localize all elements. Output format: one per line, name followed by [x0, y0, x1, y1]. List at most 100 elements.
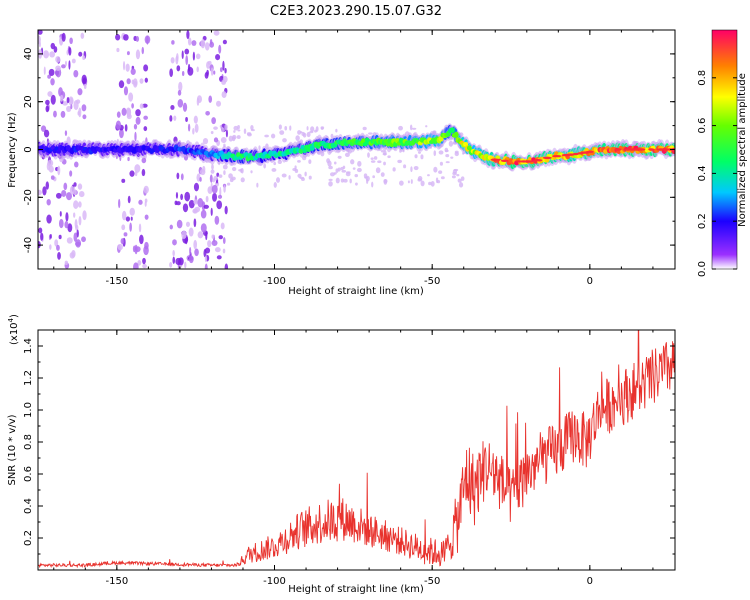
noise-speck	[60, 110, 66, 118]
noise-speck	[54, 239, 59, 247]
noise-speck	[171, 40, 175, 45]
noise-speck	[250, 124, 254, 131]
noise-speck	[73, 212, 76, 218]
noise-speck	[175, 257, 182, 266]
noise-speck	[59, 211, 62, 217]
noise-speck	[210, 131, 214, 135]
ridge-peak	[490, 158, 500, 161]
noise-speck	[182, 102, 188, 112]
noise-speck	[306, 126, 309, 131]
noise-speck	[135, 109, 141, 117]
noise-speck	[210, 207, 213, 217]
noise-speck	[55, 65, 61, 71]
noise-speck	[176, 219, 183, 229]
noise-speck	[185, 221, 190, 227]
noise-speck	[61, 190, 67, 197]
noise-speck	[430, 180, 435, 187]
noise-speck	[144, 77, 148, 83]
noise-speck	[64, 221, 69, 229]
ridge-peak	[542, 156, 552, 160]
noise-speck	[189, 247, 192, 255]
noise-speck	[82, 210, 87, 221]
noise-speck	[328, 181, 333, 187]
noise-speck	[214, 247, 221, 253]
noise-speck	[200, 209, 207, 219]
colorbar-tick-label: 0.0	[697, 261, 708, 277]
noise-speck	[452, 169, 458, 174]
noise-speck	[192, 51, 196, 61]
ridge-peak	[585, 150, 594, 154]
noise-speck	[38, 240, 41, 249]
noise-speck	[204, 42, 210, 51]
noise-speck	[246, 132, 252, 136]
noise-speck	[414, 154, 418, 159]
noise-speck	[196, 66, 199, 73]
noise-speck	[295, 135, 300, 142]
noise-speck	[197, 198, 204, 208]
noise-speck	[119, 128, 124, 139]
noise-speck	[38, 30, 43, 35]
noise-speck	[216, 172, 220, 177]
noise-speck	[58, 234, 62, 240]
noise-speck	[75, 239, 82, 248]
noise-speck	[206, 61, 210, 69]
noise-speck	[433, 150, 437, 157]
noise-speck	[43, 66, 46, 76]
x-tick-label: -150	[105, 276, 128, 287]
noise-speck	[398, 125, 403, 131]
ridge-core	[298, 148, 304, 154]
noise-speck	[410, 179, 413, 184]
noise-speck	[294, 168, 299, 173]
noise-speck	[237, 125, 240, 130]
noise-speck	[64, 260, 68, 266]
noise-speck	[210, 67, 214, 76]
noise-speck	[77, 183, 83, 190]
noise-speck	[231, 166, 237, 172]
noise-speck	[143, 126, 148, 132]
noise-speck	[56, 244, 60, 251]
noise-speck	[128, 92, 134, 102]
noise-speck	[207, 240, 212, 248]
noise-speck	[69, 37, 73, 45]
noise-speck	[40, 232, 44, 241]
noise-speck	[304, 171, 307, 177]
y-tick-label: 1.2	[23, 370, 34, 386]
noise-speck	[445, 153, 450, 158]
noise-speck	[200, 223, 207, 233]
noise-speck	[222, 248, 226, 254]
noise-speck	[131, 103, 134, 109]
noise-speck	[213, 30, 220, 36]
noise-speck	[71, 58, 76, 64]
noise-speck	[146, 35, 149, 45]
noise-speck	[340, 178, 345, 183]
noise-speck	[141, 168, 146, 177]
noise-speck	[81, 104, 87, 112]
noise-speck	[209, 41, 215, 48]
noise-speck	[126, 51, 130, 56]
noise-speck	[82, 114, 87, 120]
noise-speck	[382, 152, 387, 156]
noise-speck	[264, 134, 269, 138]
noise-speck	[66, 49, 69, 56]
y-tick-label: 40	[23, 48, 34, 61]
noise-speck	[193, 115, 198, 124]
ridge-core	[453, 131, 459, 138]
colorbar-tick-label: 0.4	[697, 165, 708, 181]
noise-speck	[335, 168, 339, 173]
noise-speck	[224, 124, 228, 131]
noise-speck	[243, 128, 247, 135]
noise-speck	[137, 260, 142, 266]
noise-speck	[193, 182, 200, 192]
noise-speck	[143, 245, 149, 256]
noise-speck	[214, 215, 220, 225]
noise-speck	[73, 200, 79, 209]
noise-speck	[69, 170, 73, 177]
noise-speck	[438, 150, 444, 155]
noise-speck	[144, 214, 149, 220]
ridge-peak	[648, 148, 655, 151]
noise-speck	[451, 175, 456, 179]
noise-speck	[42, 186, 47, 196]
snr-frame	[37, 329, 676, 571]
noise-speck	[121, 224, 126, 231]
noise-speck	[460, 176, 465, 181]
